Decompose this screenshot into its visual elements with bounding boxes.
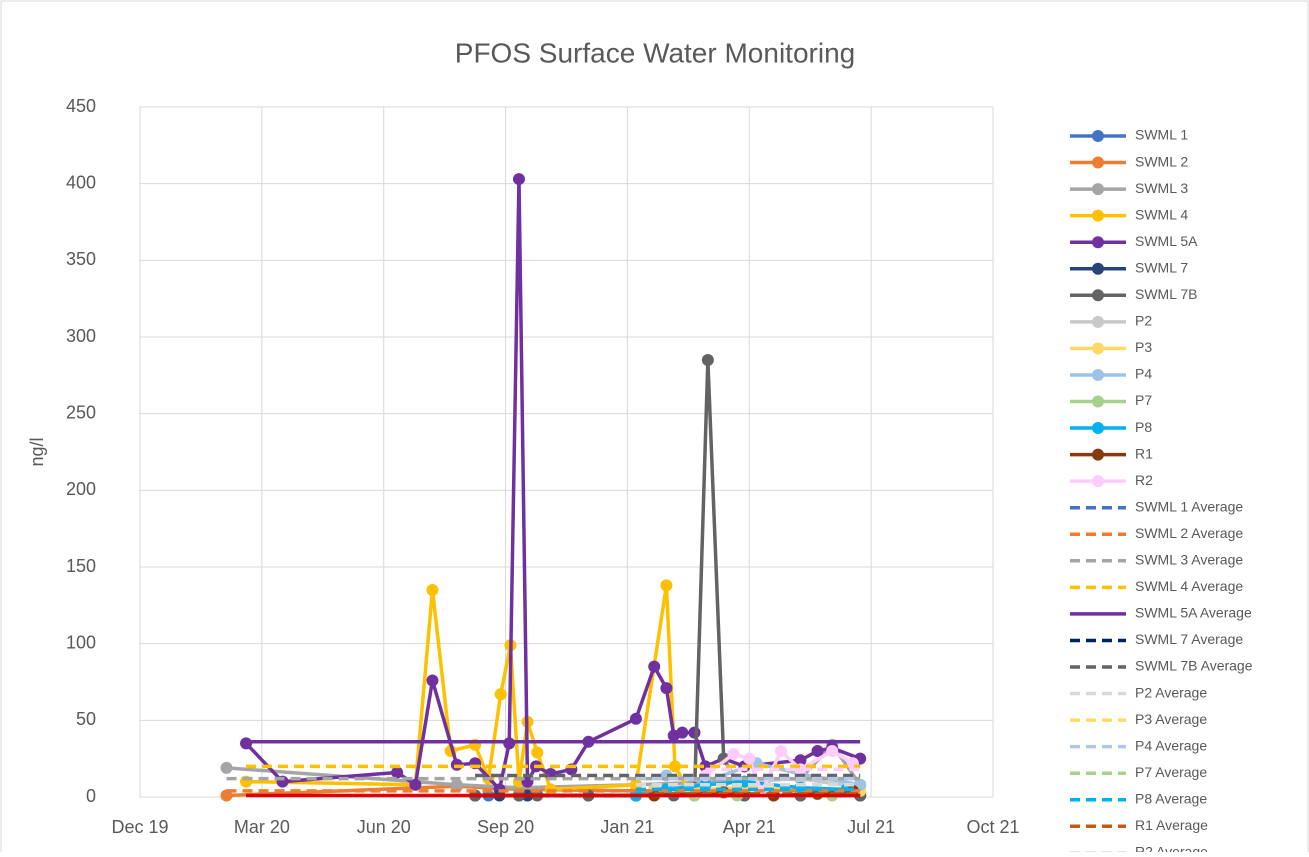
data-point bbox=[494, 688, 507, 701]
legend-label: P7 Average bbox=[1135, 764, 1207, 780]
x-tick-label: Mar 20 bbox=[234, 817, 290, 837]
y-tick-label: 350 bbox=[66, 249, 96, 269]
x-tick-label: Jan 21 bbox=[600, 817, 654, 837]
legend-marker bbox=[1092, 236, 1104, 249]
legend-marker bbox=[1092, 289, 1104, 302]
y-tick-label: 200 bbox=[66, 479, 96, 499]
y-tick-label: 400 bbox=[66, 172, 96, 192]
legend-label: P2 bbox=[1135, 313, 1152, 329]
x-tick-label: Jul 21 bbox=[847, 817, 895, 837]
x-tick-label: Dec 19 bbox=[111, 817, 168, 837]
series-line bbox=[244, 179, 861, 793]
legend-label: SWML 5A Average bbox=[1135, 605, 1252, 621]
chart-title: PFOS Surface Water Monitoring bbox=[455, 37, 855, 68]
legend-label: P8 bbox=[1135, 419, 1152, 435]
data-point bbox=[391, 766, 404, 779]
legend-label: P8 Average bbox=[1135, 790, 1207, 806]
y-tick-label: 300 bbox=[66, 326, 96, 346]
legend-label: SWML 7 bbox=[1135, 259, 1188, 275]
data-point bbox=[426, 674, 439, 687]
data-point bbox=[426, 584, 439, 596]
legend-label: P7 bbox=[1135, 392, 1152, 408]
x-tick-label: Apr 21 bbox=[723, 817, 776, 837]
legend-label: SWML 4 Average bbox=[1135, 578, 1243, 594]
legend-marker bbox=[1092, 395, 1104, 408]
data-point bbox=[660, 579, 673, 592]
data-point bbox=[701, 354, 714, 366]
data-point bbox=[220, 761, 233, 774]
legend-label: SWML 1 bbox=[1135, 127, 1188, 143]
data-point bbox=[774, 745, 787, 757]
legend-label: SWML 2 Average bbox=[1135, 525, 1243, 541]
legend-marker bbox=[1092, 183, 1104, 196]
data-point bbox=[668, 760, 681, 773]
data-point bbox=[531, 746, 544, 759]
y-axis-label: ng/l bbox=[27, 437, 47, 466]
legend-marker bbox=[1092, 262, 1104, 275]
y-tick-label: 250 bbox=[66, 402, 96, 422]
data-point bbox=[727, 748, 740, 761]
data-point bbox=[811, 745, 824, 757]
data-point bbox=[676, 726, 689, 739]
data-point bbox=[660, 682, 673, 695]
legend-label: SWML 4 bbox=[1135, 206, 1188, 222]
legend-label: P4 bbox=[1135, 366, 1152, 382]
data-point bbox=[512, 173, 525, 186]
legend-marker bbox=[1092, 448, 1104, 461]
x-tick-label: Oct 21 bbox=[966, 817, 1019, 837]
legend-label: P2 Average bbox=[1135, 684, 1207, 700]
legend-label: SWML 7 Average bbox=[1135, 631, 1243, 647]
y-tick-label: 450 bbox=[66, 96, 96, 116]
legend-marker bbox=[1092, 156, 1104, 169]
data-point bbox=[826, 745, 839, 757]
data-point bbox=[450, 778, 463, 791]
legend-label: SWML 1 Average bbox=[1135, 498, 1243, 514]
y-tick-label: 0 bbox=[86, 786, 96, 806]
legend-label: SWML 7B Average bbox=[1135, 658, 1253, 674]
data-point bbox=[688, 726, 701, 739]
legend-label: SWML 3 Average bbox=[1135, 552, 1243, 568]
data-point bbox=[743, 752, 756, 765]
x-tick-label: Sep 20 bbox=[477, 817, 534, 837]
y-tick-label: 50 bbox=[76, 709, 96, 729]
data-point bbox=[409, 778, 422, 791]
legend-label: R1 bbox=[1135, 445, 1153, 461]
series-line bbox=[245, 585, 690, 792]
legend-label: P4 Average bbox=[1135, 737, 1207, 753]
legend-label: SWML 2 bbox=[1135, 153, 1188, 169]
data-point bbox=[629, 712, 642, 725]
legend-marker bbox=[1092, 209, 1104, 222]
x-tick-label: Jun 20 bbox=[357, 817, 411, 837]
legend-marker bbox=[1092, 422, 1104, 435]
legend-label: P3 bbox=[1135, 339, 1152, 355]
legend-label: R1 Average bbox=[1135, 817, 1208, 833]
legend-label: SWML 7B bbox=[1135, 286, 1198, 302]
data-point bbox=[648, 660, 661, 673]
legend-label: SWML 5A bbox=[1135, 233, 1198, 249]
legend-marker bbox=[1092, 130, 1104, 142]
legend-label: R2 bbox=[1135, 472, 1153, 488]
legend-label: P3 Average bbox=[1135, 711, 1207, 727]
legend-marker bbox=[1092, 475, 1104, 488]
y-tick-label: 100 bbox=[66, 632, 96, 652]
legend-marker bbox=[1092, 342, 1104, 355]
y-tick-label: 150 bbox=[66, 556, 96, 576]
legend-marker bbox=[1092, 368, 1104, 381]
legend-label: R2 Average bbox=[1135, 844, 1208, 852]
legend-label: SWML 3 bbox=[1135, 180, 1188, 196]
data-point bbox=[794, 754, 807, 767]
legend-marker bbox=[1092, 315, 1104, 328]
